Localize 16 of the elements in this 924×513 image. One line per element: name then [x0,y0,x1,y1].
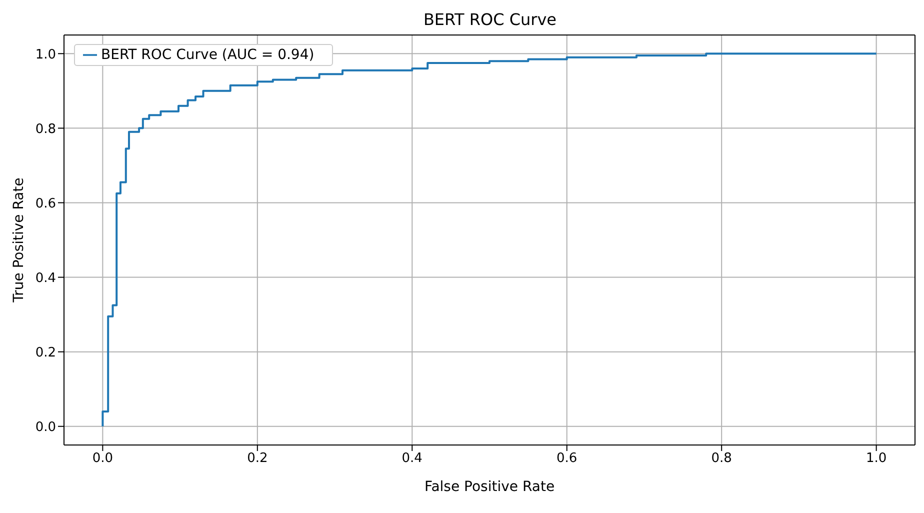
y-tick-label: 0.8 [35,122,56,137]
x-tick-label: 0.6 [556,451,578,466]
y-tick-label: 0.0 [35,420,56,435]
legend-label: BERT ROC Curve (AUC = 0.94) [101,47,314,63]
y-tick-label: 0.6 [35,196,56,212]
x-tick-label: 0.8 [711,451,732,466]
x-tick-label: 0.0 [92,451,114,466]
y-tick-label: 1.0 [35,47,56,62]
chart-title: BERT ROC Curve [423,10,557,29]
x-tick-label: 1.0 [866,451,887,466]
x-axis-title: False Positive Rate [424,479,555,495]
y-axis-title: True Positive Rate [10,178,27,304]
x-tick-label: 0.4 [402,451,422,466]
x-tick-label: 0.2 [247,451,268,466]
y-tick-label: 0.2 [35,345,56,360]
y-tick-label: 0.4 [35,270,56,286]
